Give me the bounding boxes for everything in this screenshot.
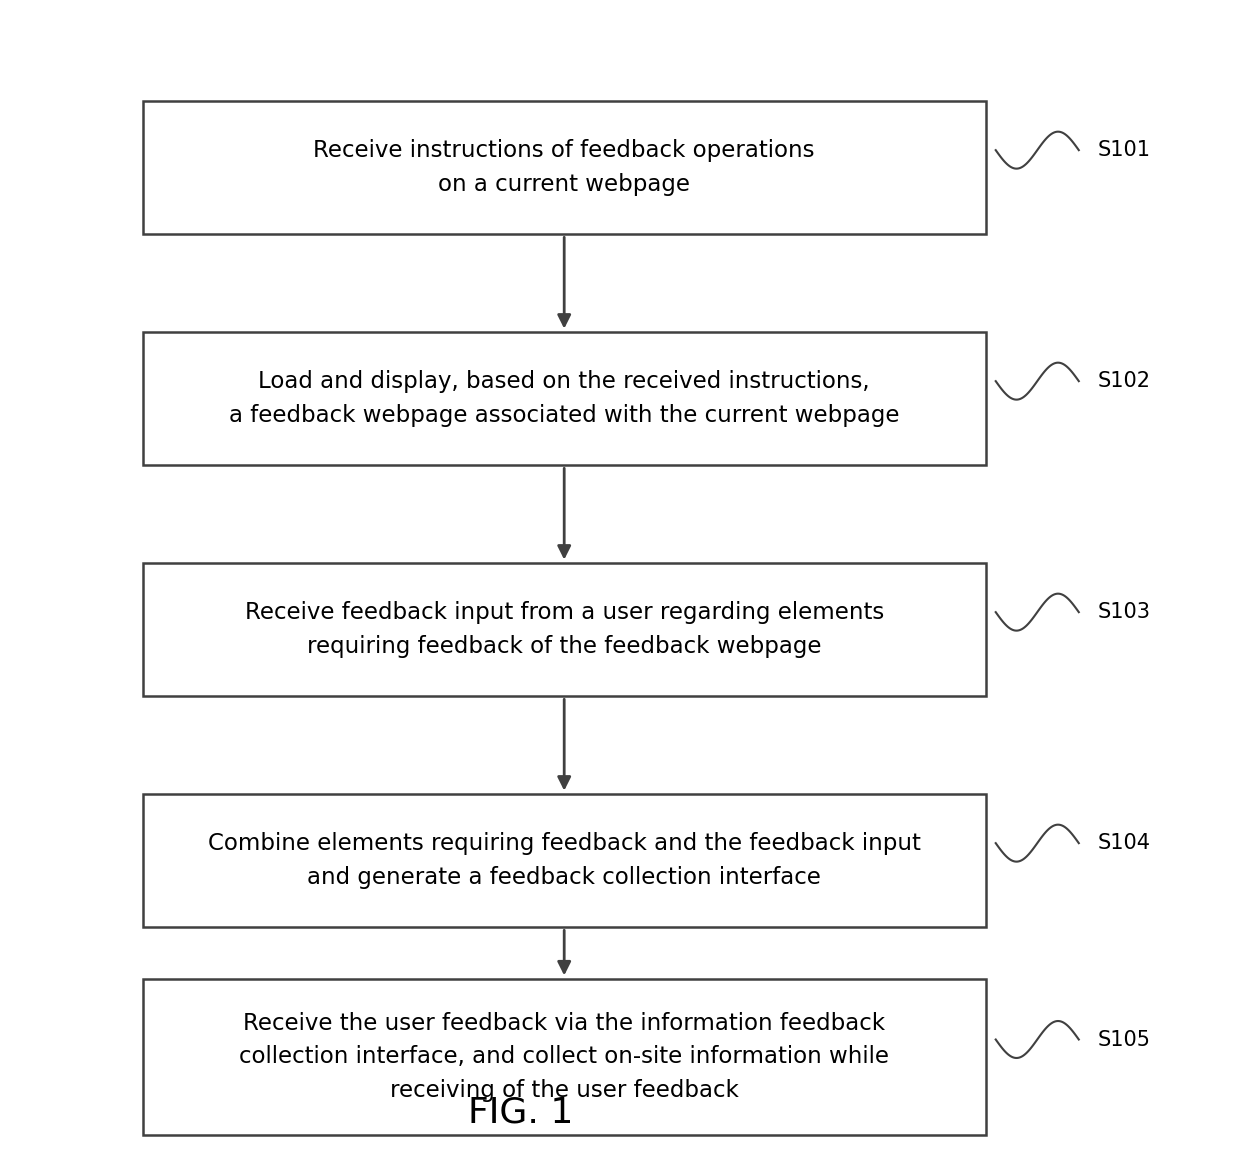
- Text: Combine elements requiring feedback and the feedback input
and generate a feedba: Combine elements requiring feedback and …: [208, 832, 920, 889]
- FancyBboxPatch shape: [143, 333, 986, 464]
- Text: S101: S101: [1097, 140, 1151, 161]
- FancyBboxPatch shape: [143, 978, 986, 1134]
- Text: Receive the user feedback via the information feedback
collection interface, and: Receive the user feedback via the inform…: [239, 1012, 889, 1102]
- Text: S104: S104: [1097, 833, 1151, 854]
- Text: Load and display, based on the received instructions,
a feedback webpage associa: Load and display, based on the received …: [229, 370, 899, 427]
- FancyBboxPatch shape: [143, 562, 986, 695]
- FancyBboxPatch shape: [143, 102, 986, 233]
- Text: Receive instructions of feedback operations
on a current webpage: Receive instructions of feedback operati…: [314, 139, 815, 196]
- Text: S102: S102: [1097, 371, 1151, 392]
- FancyBboxPatch shape: [143, 795, 986, 926]
- Text: Receive feedback input from a user regarding elements
requiring feedback of the : Receive feedback input from a user regar…: [244, 601, 884, 658]
- Text: S103: S103: [1097, 602, 1151, 623]
- Text: S105: S105: [1097, 1029, 1151, 1050]
- Text: FIG. 1: FIG. 1: [469, 1096, 573, 1130]
